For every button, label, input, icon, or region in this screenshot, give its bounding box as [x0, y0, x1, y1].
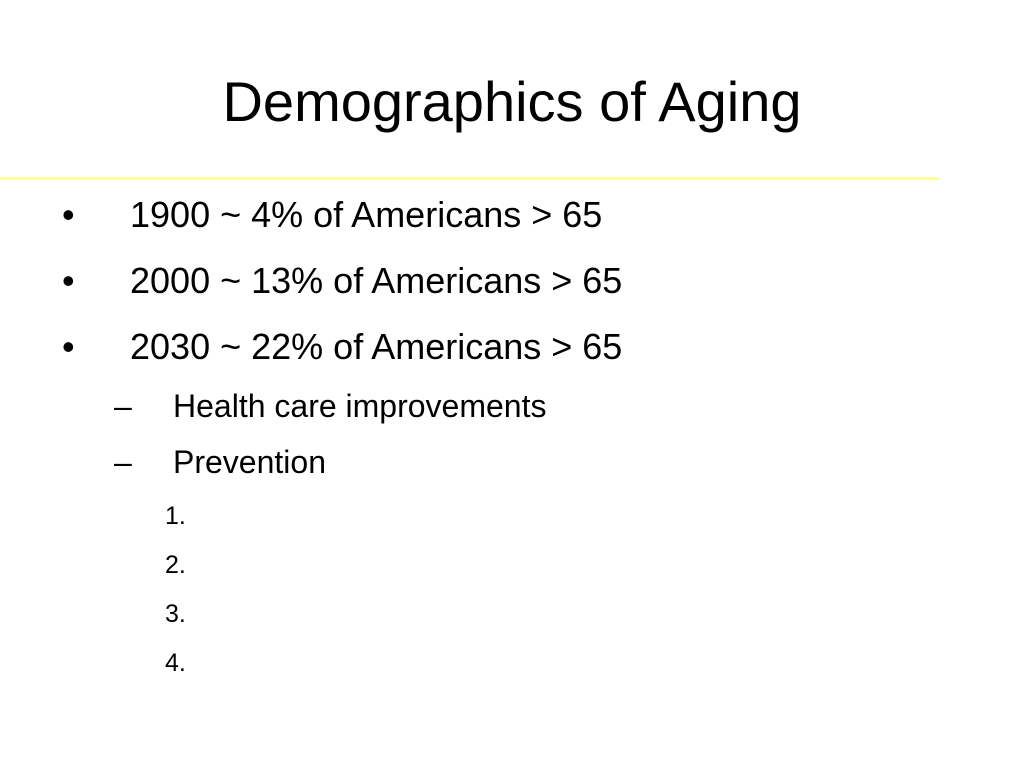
numbered-marker: 3.: [165, 600, 186, 628]
bullet-text: 2000 ~ 13% of Americans > 65: [130, 260, 623, 301]
sub-bullet-text: Health care improvements: [173, 388, 547, 424]
numbered-marker: 4.: [165, 649, 186, 677]
bullet-marker: •: [62, 260, 75, 301]
slide-title: Demographics of Aging: [222, 70, 802, 133]
bullet-marker: •: [62, 326, 75, 367]
sub-bullet-marker: –: [114, 388, 132, 424]
numbered-marker: 2.: [165, 551, 186, 579]
title-divider: [0, 177, 940, 180]
numbered-marker: 1.: [165, 502, 186, 530]
bullet-text: 1900 ~ 4% of Americans > 65: [130, 194, 603, 235]
sub-bullet-marker: –: [114, 444, 132, 480]
sub-bullet-text: Prevention: [173, 444, 326, 480]
bullet-text: 2030 ~ 22% of Americans > 65: [130, 326, 623, 367]
bullet-marker: •: [62, 194, 75, 235]
